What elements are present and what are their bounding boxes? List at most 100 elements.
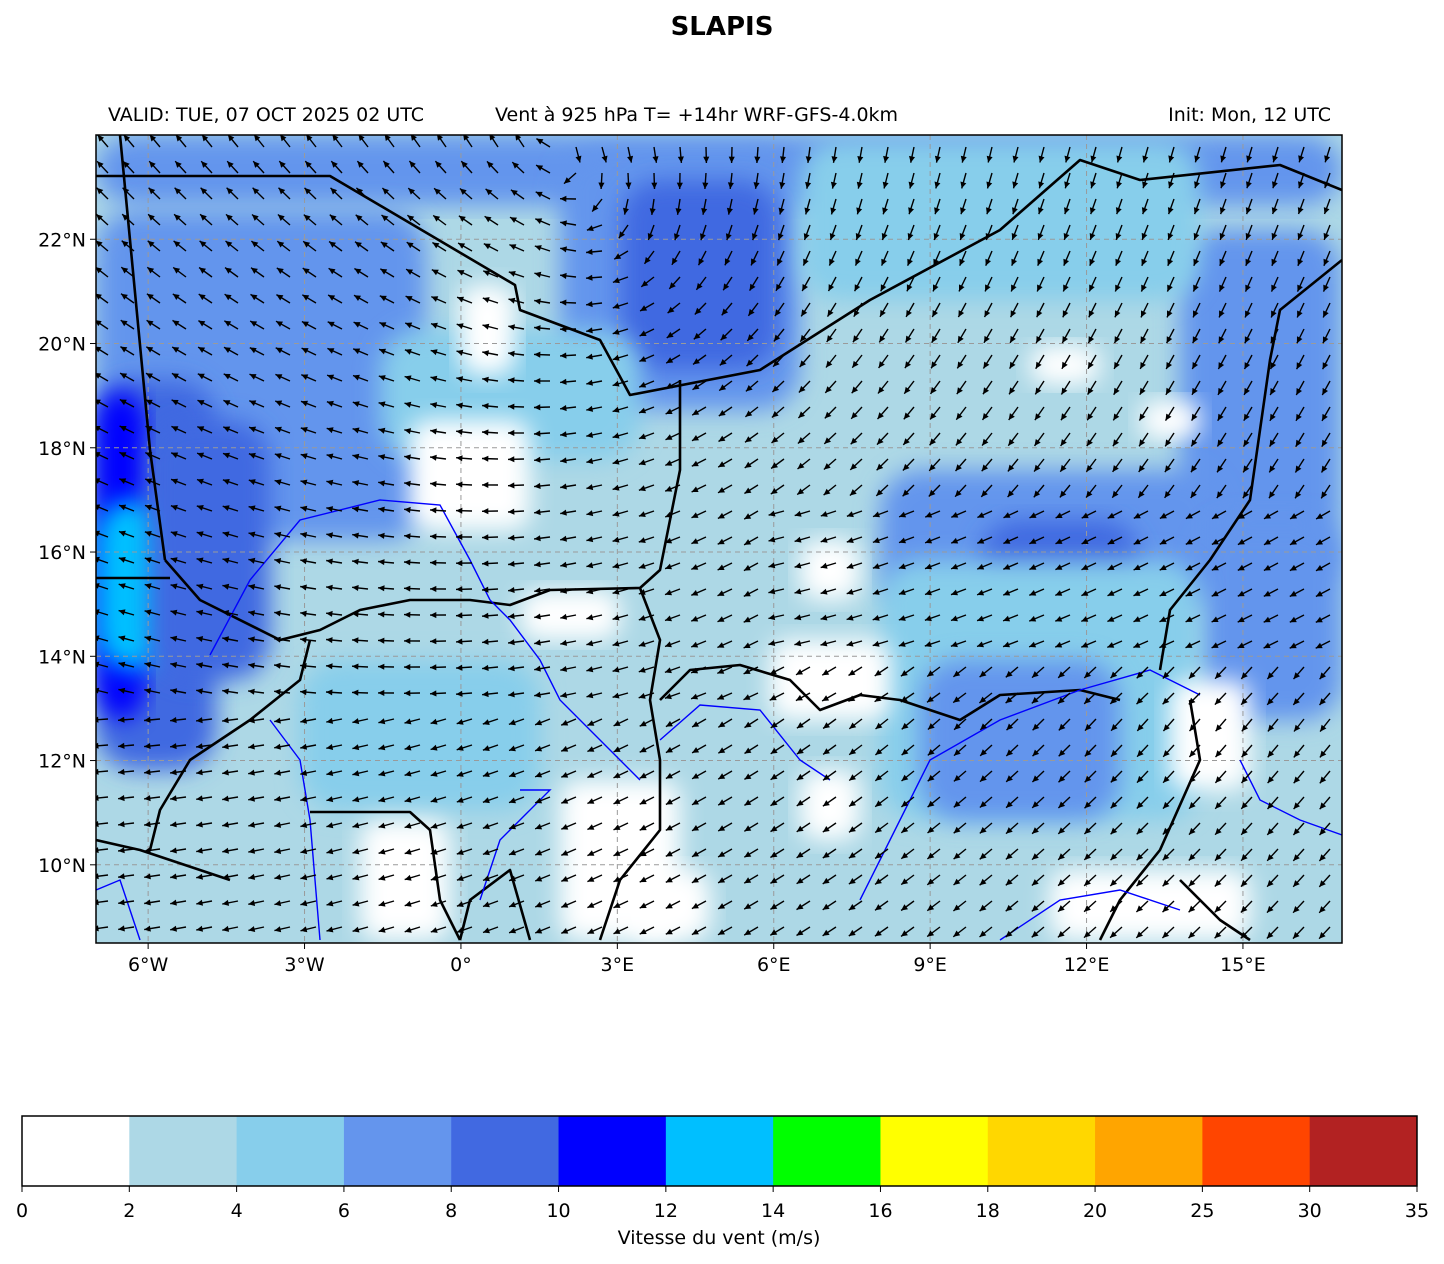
- wind-arrow: [586, 692, 603, 699]
- wind-arrow: [118, 609, 135, 616]
- wind-arrow: [1037, 250, 1045, 266]
- wind-arrow: [1162, 666, 1175, 679]
- wind-arrow: [1005, 744, 1019, 757]
- wind-arrow: [509, 243, 525, 252]
- wind-arrow: [900, 822, 915, 834]
- wind-arrow: [1194, 172, 1201, 189]
- wind-arrow: [950, 640, 967, 648]
- wind-arrow: [404, 874, 421, 881]
- wind-arrow: [691, 874, 707, 884]
- wind-arrow: [404, 822, 421, 829]
- wind-arrow: [274, 900, 291, 907]
- wind-arrow: [410, 135, 421, 148]
- wind-arrow: [325, 663, 343, 670]
- wind-arrow: [745, 380, 759, 392]
- wind-arrow: [1237, 510, 1253, 520]
- wind-arrow: [456, 428, 473, 435]
- wind-arrow: [805, 146, 812, 163]
- wind-arrow: [1028, 640, 1045, 648]
- wind-arrow: [1031, 848, 1045, 861]
- wind-arrow: [533, 404, 551, 411]
- wind-arrow: [379, 268, 395, 278]
- wind-arrow: [352, 718, 369, 725]
- wind-arrow: [982, 354, 993, 369]
- wind-arrow: [1191, 406, 1201, 421]
- wind-arrow: [274, 926, 291, 933]
- wind-arrow: [725, 224, 733, 241]
- wind-arrow: [1136, 874, 1149, 887]
- wind-arrow: [848, 848, 863, 859]
- wind-arrow: [1218, 276, 1227, 292]
- wind-arrow: [508, 796, 525, 804]
- longitude-tick-label: 12°E: [1064, 954, 1110, 976]
- wind-arrow: [1140, 302, 1149, 318]
- wind-arrow: [957, 302, 967, 318]
- colorbar: 0 2 4 6 8 10 12 14 16 18 20 25 30 35: [16, 1115, 1429, 1222]
- wind-arrow: [302, 240, 317, 252]
- longitude-ticks: 6°W 3°W 0° 3°E 6°E 9°E 12°E 15°E: [128, 943, 1266, 976]
- wind-arrow: [1219, 198, 1227, 215]
- wind-arrow: [820, 536, 837, 543]
- wind-arrow: [979, 822, 993, 834]
- wind-arrow: [927, 796, 941, 808]
- wind-arrow: [174, 187, 187, 200]
- wind-arrow: [121, 240, 135, 252]
- wind-arrow: [586, 614, 603, 621]
- country-border: [96, 838, 231, 882]
- wind-arrow: [560, 666, 577, 672]
- wind-arrow: [1135, 926, 1149, 939]
- longitude-tick-label: 3°W: [284, 954, 325, 976]
- wind-arrow: [1190, 484, 1201, 499]
- wind-arrow: [979, 666, 993, 678]
- wind-arrow: [1141, 250, 1149, 267]
- wind-arrow: [379, 321, 395, 330]
- wind-arrow: [352, 401, 369, 408]
- wind-arrow: [1289, 536, 1305, 546]
- wind-arrow: [351, 663, 369, 670]
- wind-arrow: [434, 160, 447, 174]
- wind-arrow: [120, 319, 135, 330]
- wind-arrow: [534, 271, 551, 278]
- wind-arrow: [301, 347, 317, 356]
- wind-arrow: [1116, 172, 1123, 189]
- wind-arrow: [1087, 380, 1097, 395]
- wind-arrow: [665, 432, 681, 441]
- longitude-tick-label: 0°: [450, 954, 472, 976]
- wind-arrow: [430, 322, 447, 330]
- wind-arrow: [586, 510, 603, 517]
- wind-arrow: [196, 505, 213, 512]
- wind-arrow: [639, 926, 655, 935]
- wind-arrow: [1085, 484, 1097, 499]
- wind-arrow: [1031, 770, 1045, 783]
- wind-arrow: [768, 588, 785, 595]
- wind-arrow: [144, 609, 161, 616]
- wind-arrow: [534, 298, 551, 305]
- wind-arrow: [1263, 510, 1279, 520]
- wind-arrow: [430, 375, 447, 382]
- wind-arrow: [118, 847, 135, 854]
- wind-arrow: [717, 484, 733, 494]
- wind-arrow: [1064, 198, 1071, 215]
- wind-arrow: [905, 302, 915, 318]
- wind-arrow: [639, 302, 655, 312]
- wind-arrow: [223, 373, 239, 382]
- wind-arrow: [1192, 328, 1201, 344]
- wind-arrow: [1162, 900, 1175, 913]
- wind-arrow: [612, 380, 629, 387]
- wind-arrow: [276, 240, 291, 252]
- wind-arrow: [508, 429, 524, 436]
- wind-arrow: [222, 426, 239, 434]
- wind-arrow: [825, 354, 837, 368]
- wind-arrow: [849, 484, 863, 497]
- wind-arrow: [274, 874, 291, 880]
- wind-arrow: [170, 504, 187, 512]
- wind-arrow: [1211, 640, 1227, 649]
- wind-arrow: [407, 187, 421, 200]
- wind-arrow: [872, 614, 889, 621]
- wind-arrow: [1289, 562, 1305, 572]
- wind-arrow: [799, 354, 811, 368]
- wind-arrow: [638, 666, 655, 673]
- wind-arrow: [1064, 172, 1071, 189]
- wind-arrow: [430, 349, 447, 356]
- wind-arrow: [248, 610, 265, 617]
